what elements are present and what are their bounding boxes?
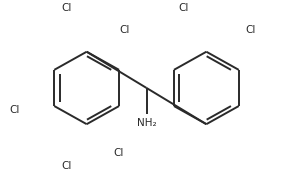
Text: Cl: Cl — [245, 25, 255, 35]
Text: Cl: Cl — [61, 161, 72, 171]
Text: Cl: Cl — [114, 148, 124, 158]
Text: Cl: Cl — [120, 25, 130, 35]
Text: Cl: Cl — [9, 105, 19, 115]
Text: Cl: Cl — [61, 3, 72, 13]
Text: Cl: Cl — [179, 3, 189, 13]
Text: NH₂: NH₂ — [137, 118, 156, 128]
